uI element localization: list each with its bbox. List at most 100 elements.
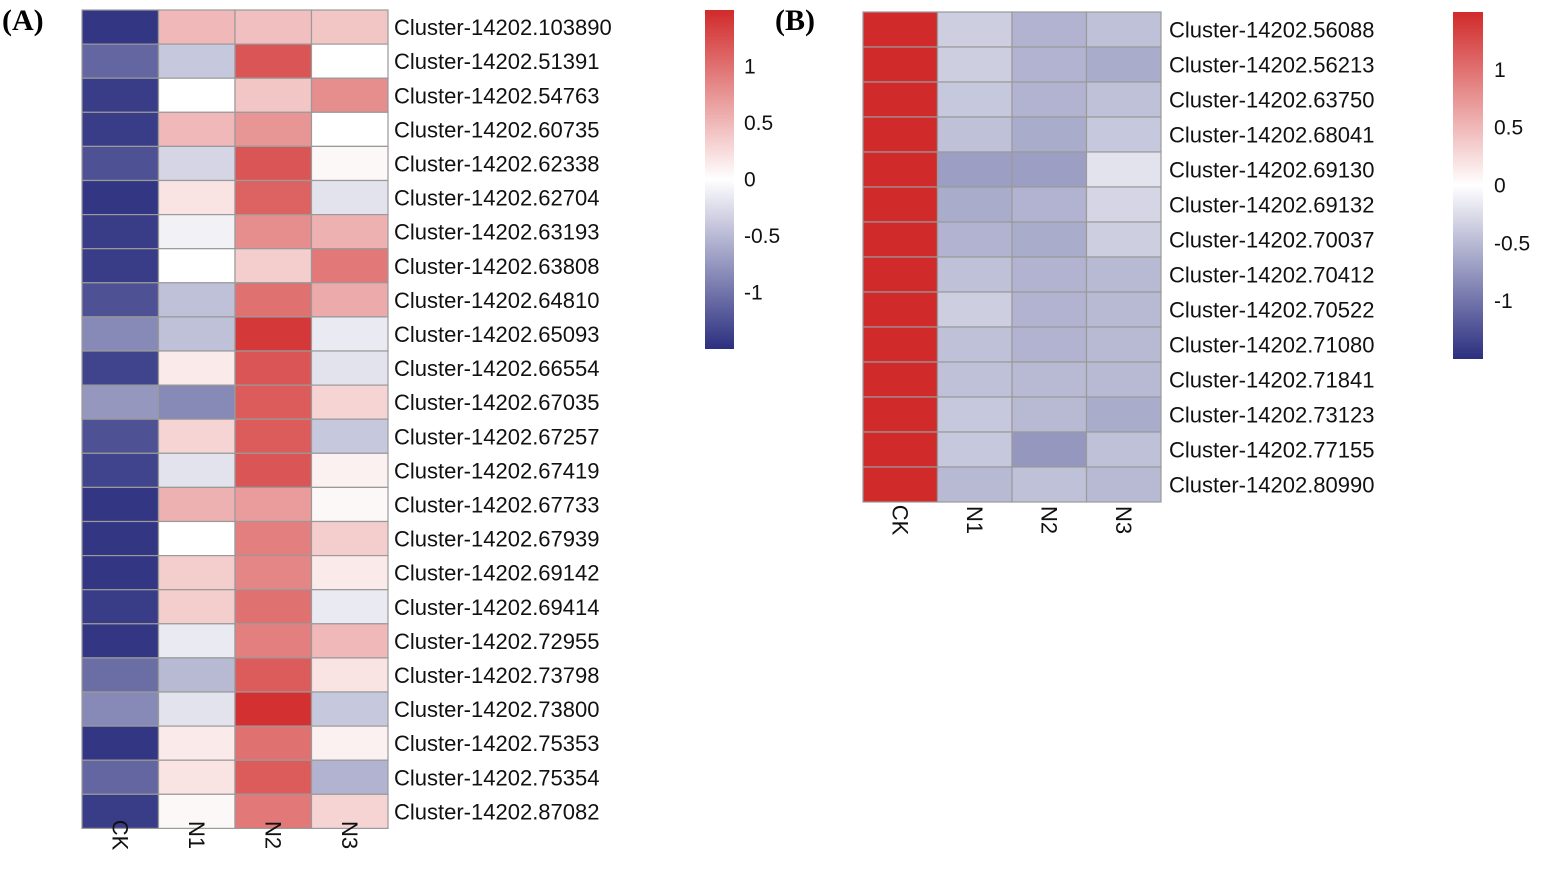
panel-b-cell-r0-c1 (936, 11, 1013, 48)
panel-a-cell-r3-c0 (81, 111, 160, 148)
panel-b-column-label: N3 (1111, 506, 1136, 534)
panel-a-cell-r11-c2 (234, 384, 313, 420)
panel-a-cell-r1-c2 (234, 43, 313, 79)
panel-a-cell-r1-c1 (157, 43, 236, 79)
panel-a-cell-r3-c2 (234, 111, 313, 148)
panel-b-row-label: Cluster-14202.80990 (1169, 473, 1374, 498)
panel-a-row-label: Cluster-14202.69414 (394, 595, 599, 620)
panel-a-cell-r8-c3 (310, 282, 389, 318)
panel-a-cell-r5-c0 (81, 179, 160, 216)
panel-b-cell-r11-c2 (1011, 396, 1088, 433)
panel-b-column-label: N2 (1036, 506, 1061, 534)
panel-b-cell-r2-c0 (862, 81, 939, 118)
panel-a-legend-tick-label: 1 (744, 56, 756, 79)
panel-a-cells (81, 9, 389, 829)
panel-a-legend-tick-label: -0.5 (744, 225, 780, 248)
panel-a-column-label: CK (107, 820, 132, 851)
panel-a-cell-r10-c0 (81, 350, 160, 386)
panel-a-cell-r5-c3 (310, 179, 389, 216)
panel-b-row-label: Cluster-14202.77155 (1169, 438, 1374, 463)
panel-a-cell-r14-c2 (234, 486, 313, 523)
panel-a-cell-r9-c2 (234, 316, 313, 352)
panel-b-cell-r2-c3 (1085, 81, 1162, 118)
panel-b-cell-r4-c3 (1085, 151, 1162, 188)
panel-a-cell-r17-c0 (81, 589, 160, 625)
panel-a-cell-r18-c0 (81, 623, 160, 659)
panel-b-cell-r3-c0 (862, 116, 939, 153)
panel-b-row-label: Cluster-14202.70412 (1169, 263, 1374, 288)
panel-a-cell-r20-c2 (234, 691, 313, 727)
panel-a-cell-r1-c0 (81, 43, 160, 79)
panel-a-row-label: Cluster-14202.63808 (394, 254, 599, 279)
panel-b-cell-r9-c0 (862, 326, 939, 363)
panel-b-cell-r6-c0 (862, 221, 939, 258)
panel-a-row-label: Cluster-14202.67733 (394, 492, 599, 517)
panel-a-cell-r9-c0 (81, 316, 160, 352)
panel-b-row-label: Cluster-14202.68041 (1169, 123, 1374, 148)
panel-b-color-legend (1453, 12, 1483, 359)
panel-b-cell-r8-c2 (1011, 291, 1088, 328)
panel-a-cell-r19-c0 (81, 657, 160, 693)
panel-a-cell-r16-c3 (310, 554, 389, 591)
panel-a-row-label: Cluster-14202.67939 (394, 527, 599, 552)
panel-a-cell-r15-c1 (157, 520, 236, 557)
panel-a-cell-r13-c1 (157, 452, 236, 488)
panel-a-cell-r23-c1 (157, 793, 236, 829)
panel-b-cell-r5-c2 (1011, 186, 1088, 223)
panel-b-cell-r6-c1 (936, 221, 1013, 258)
panel-a-label: (A) (2, 4, 44, 37)
panel-a-cell-r6-c2 (234, 214, 313, 250)
panel-a-cell-r23-c3 (310, 793, 389, 829)
panel-b-row-label: Cluster-14202.69130 (1169, 158, 1374, 183)
panel-a-cell-r9-c3 (310, 316, 389, 352)
panel-a-cell-r1-c3 (310, 43, 389, 79)
panel-b-row-label: Cluster-14202.69132 (1169, 193, 1374, 218)
panel-a-cell-r0-c0 (81, 9, 160, 45)
panel-a-legend-tick-label: 0 (744, 169, 756, 192)
panel-a-cell-r18-c2 (234, 623, 313, 659)
panel-b-cell-r10-c2 (1011, 361, 1088, 398)
panel-a-cell-r14-c0 (81, 486, 160, 523)
panel-a-cell-r20-c3 (310, 691, 389, 727)
panel-a-cell-r12-c3 (310, 418, 389, 454)
panel-b-legend-tick-label: 0.5 (1494, 117, 1523, 140)
panel-b-cell-r9-c1 (936, 326, 1013, 363)
panel-a-cell-r7-c3 (310, 248, 389, 284)
panel-a-cell-r23-c0 (81, 793, 160, 829)
panel-b-cell-r3-c2 (1011, 116, 1088, 153)
panel-a-cell-r2-c1 (157, 77, 236, 113)
panel-b-cell-r12-c3 (1085, 431, 1162, 468)
panel-a-row-label: Cluster-14202.65093 (394, 322, 599, 347)
panel-a-cell-r3-c3 (310, 111, 389, 148)
panel-b-cell-r1-c0 (862, 46, 939, 83)
panel-b-cell-r10-c3 (1085, 361, 1162, 398)
panel-b-cell-r8-c3 (1085, 291, 1162, 328)
panel-a-row-label: Cluster-14202.67257 (394, 424, 599, 449)
panel-a-cell-r15-c2 (234, 520, 313, 557)
panel-a-cell-r4-c1 (157, 145, 236, 182)
panel-a-cell-r4-c2 (234, 145, 313, 182)
panel-b-column-label: CK (887, 505, 912, 536)
panel-b-cell-r7-c0 (862, 256, 939, 293)
heatmap-panel-a: (A) Cluster-14202.103890 Cluster-14202.51… (2, 4, 780, 851)
panel-b-cell-r8-c0 (862, 291, 939, 328)
panel-b-row-label: Cluster-14202.71080 (1169, 333, 1374, 358)
panel-b-cell-r0-c2 (1011, 11, 1088, 48)
panel-a-cell-r7-c2 (234, 248, 313, 284)
panel-a-cell-r9-c1 (157, 316, 236, 352)
panel-b-cell-r12-c1 (936, 431, 1013, 468)
panel-a-row-label: Cluster-14202.72955 (394, 629, 599, 654)
panel-a-row-label: Cluster-14202.103890 (394, 15, 612, 40)
panel-a-cell-r22-c3 (310, 759, 389, 795)
panel-a-cell-r22-c0 (81, 759, 160, 795)
panel-a-cell-r11-c1 (157, 384, 236, 420)
panel-b-cell-r11-c3 (1085, 396, 1162, 433)
panel-a-cell-r17-c3 (310, 589, 389, 625)
panel-b-cell-r7-c2 (1011, 256, 1088, 293)
panel-b-cell-r6-c2 (1011, 221, 1088, 258)
panel-a-cell-r2-c2 (234, 77, 313, 113)
panel-a-cell-r16-c2 (234, 554, 313, 591)
panel-b-cell-r2-c2 (1011, 81, 1088, 118)
panel-a-cell-r5-c1 (157, 179, 236, 216)
